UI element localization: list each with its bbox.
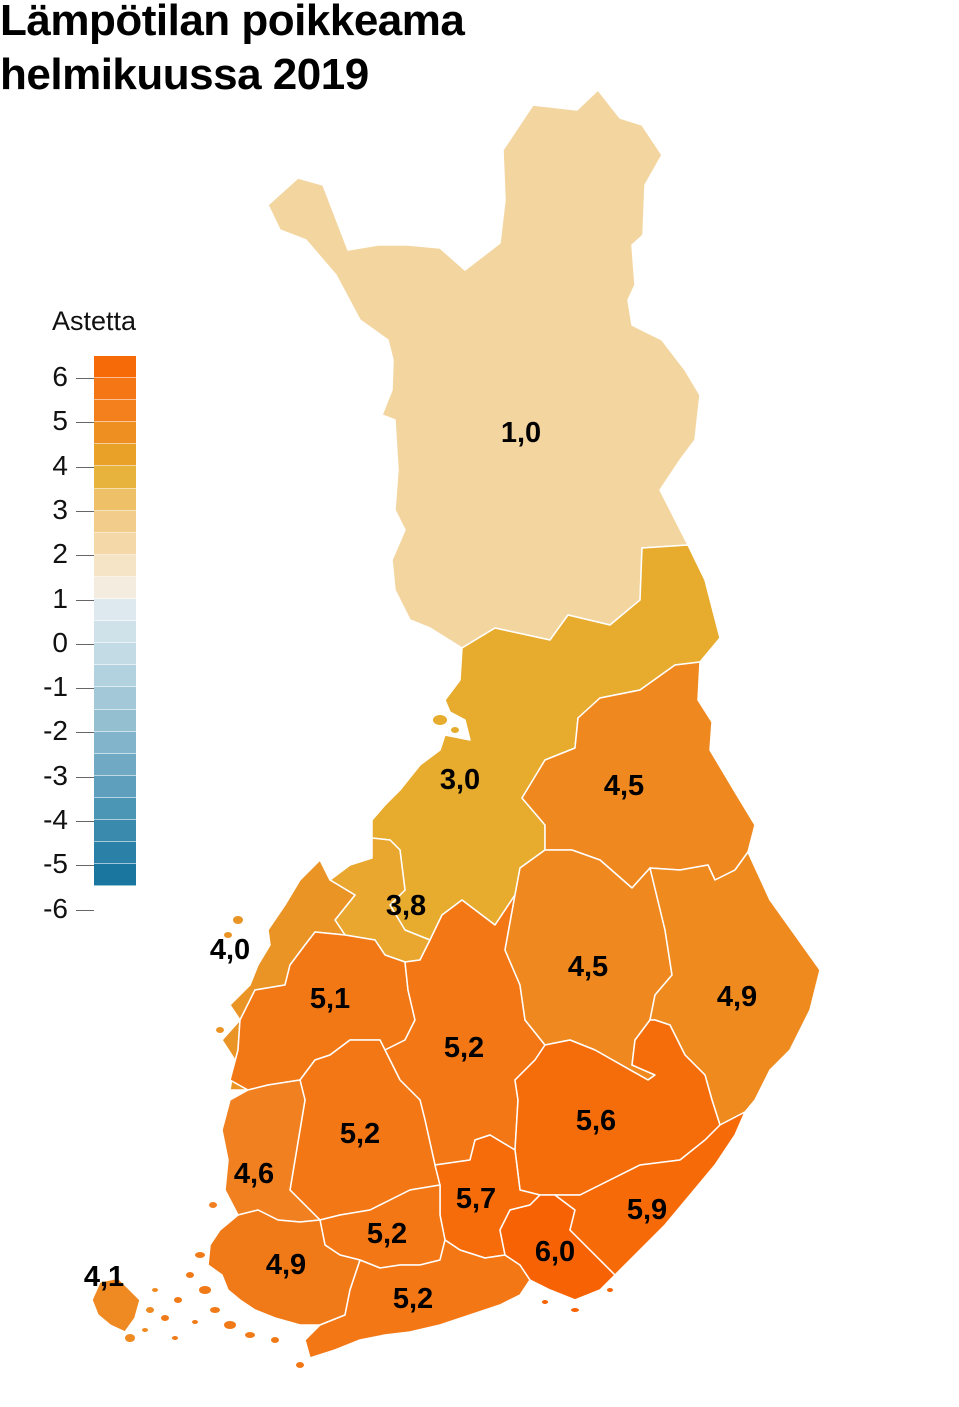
legend-step: [94, 356, 136, 379]
value-label-pohjois-savo: 4,5: [568, 951, 608, 983]
legend-step: [94, 510, 136, 533]
legend-step: [94, 819, 136, 843]
value-label-varsinais-suomi: 4,9: [266, 1249, 306, 1281]
value-label-pohjois-pohjanmaa: 3,0: [440, 764, 480, 796]
legend-step: [94, 378, 136, 401]
region-ahvenanmaa[interactable]: [91, 1277, 141, 1333]
legend-step: [94, 488, 136, 511]
legend-tick-mark: [76, 555, 94, 557]
legend-step: [94, 864, 136, 887]
legend-tick-mark: [76, 865, 94, 867]
legend-tick-mark: [76, 909, 94, 911]
value-label-etela-savo: 5,6: [576, 1105, 616, 1137]
region-value-labels: 1,0 3,0 4,5 3,8 4,0 5,1 5,2 4,5 4,9 5,6 …: [84, 417, 757, 1315]
map-title: Lämpötilan poikkeama helmikuussa 2019: [0, 0, 465, 102]
legend-tick-label: -6: [43, 892, 68, 924]
legend-step: [94, 775, 136, 798]
legend-step: [94, 466, 136, 489]
value-label-kanta-hame: 5,2: [367, 1218, 407, 1250]
legend-tick-mark: [76, 510, 94, 512]
legend-tick-label: 4: [52, 449, 68, 481]
legend-tick-label: 6: [52, 361, 68, 392]
value-label-keski-suomi: 5,2: [444, 1032, 484, 1064]
legend-step: [94, 444, 136, 467]
legend-tick-mark: [76, 776, 94, 778]
legend-tick-mark: [76, 378, 94, 379]
value-label-uusimaa: 5,2: [393, 1283, 433, 1315]
legend-step: [94, 842, 136, 865]
legend-step: [94, 753, 136, 776]
legend-tick-label: -2: [43, 715, 68, 747]
legend-step: [94, 599, 136, 622]
archipelago-islands: [125, 715, 613, 1368]
legend-step: [94, 422, 136, 445]
region-uusimaa[interactable]: [304, 1239, 531, 1359]
legend-tick-mark: [76, 732, 94, 734]
legend-step: [94, 687, 136, 710]
legend-step: [94, 665, 136, 688]
legend-step: [94, 400, 136, 423]
legend-step: [94, 621, 136, 644]
legend-tick-label: -3: [43, 759, 68, 791]
legend-tick-mark: [76, 821, 94, 822]
value-label-etela-pohjanmaa: 5,1: [310, 983, 350, 1015]
legend-step: [94, 576, 136, 600]
legend-step: [94, 532, 136, 555]
value-label-pohjois-karjala: 4,9: [717, 981, 757, 1013]
value-label-ahvenanmaa: 4,1: [84, 1261, 124, 1293]
legend-title: Astetta: [52, 306, 137, 336]
legend-tick-label: 1: [52, 582, 68, 614]
legend-tick-label: -4: [43, 804, 68, 835]
title-line-1: Lämpötilan poikkeama: [0, 0, 465, 45]
value-label-paijat-hame: 5,7: [456, 1183, 496, 1215]
value-label-etela-karjala: 5,9: [627, 1194, 667, 1226]
legend-tick-mark: [76, 599, 94, 601]
value-label-kainuu: 4,5: [604, 770, 644, 802]
value-label-kymenlaakso: 6,0: [535, 1236, 575, 1268]
legend-tick-label: -5: [43, 848, 68, 880]
legend-tick-label: 2: [52, 538, 68, 570]
value-label-keski-pohjanmaa: 3,8: [386, 890, 426, 922]
legend-tick-mark: [76, 466, 94, 468]
legend-step: [94, 731, 136, 754]
legend-color-bar: [94, 356, 136, 887]
title-line-2: helmikuussa 2019: [0, 50, 369, 99]
legend-tick-mark: [76, 643, 94, 645]
value-label-satakunta: 4,6: [234, 1158, 274, 1190]
region-lappi[interactable]: [267, 89, 701, 649]
legend-step: [94, 643, 136, 666]
value-label-pohjanmaa: 4,0: [210, 934, 250, 966]
legend-step: [94, 554, 136, 577]
legend-tick-label: 3: [52, 493, 68, 525]
legend-step: [94, 797, 136, 820]
legend-tick-mark: [76, 422, 94, 424]
legend-tick-label: 5: [52, 405, 68, 437]
legend-tick-label: -1: [43, 671, 68, 703]
legend-step: [94, 709, 136, 732]
value-label-pirkanmaa: 5,2: [340, 1118, 380, 1150]
legend-tick-label: 0: [52, 626, 68, 658]
value-label-lappi: 1,0: [501, 417, 541, 449]
region-etela-karjala[interactable]: [554, 1111, 746, 1276]
legend-tick-mark: [76, 688, 94, 690]
